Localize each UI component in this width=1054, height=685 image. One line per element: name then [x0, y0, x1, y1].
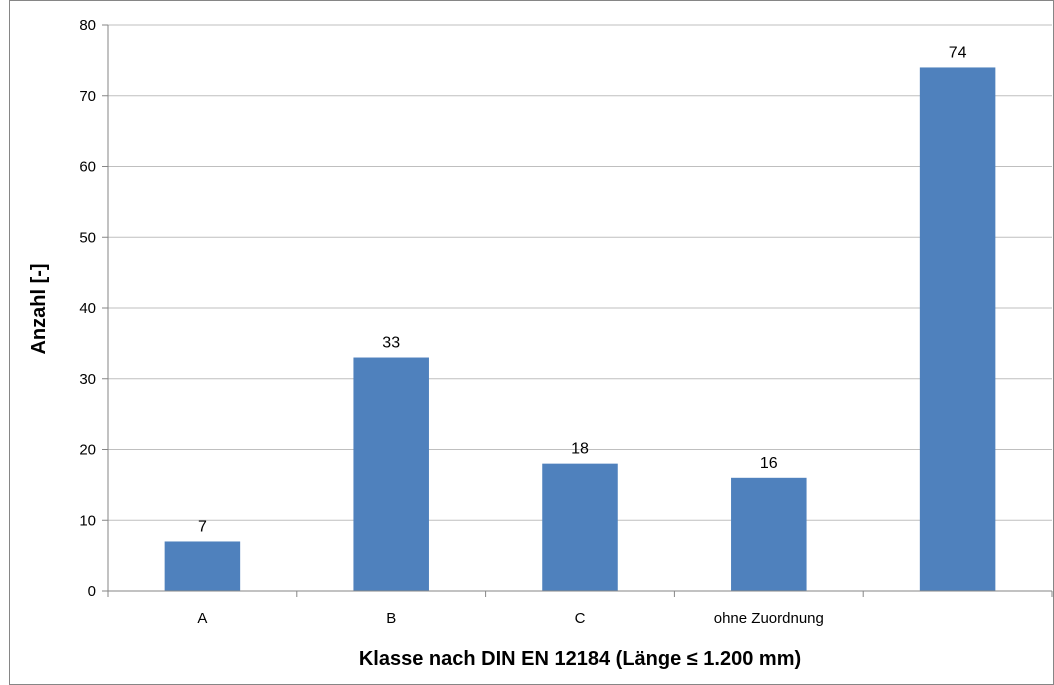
- x-tick-label: C: [575, 610, 586, 627]
- bar: [353, 357, 429, 591]
- bar-value-label: 7: [198, 518, 207, 535]
- y-tick-label: 50: [79, 229, 96, 246]
- y-tick-label: 70: [79, 88, 96, 105]
- y-tick-label: 0: [88, 583, 96, 600]
- y-axis-title: Anzahl [-]: [28, 263, 50, 354]
- y-tick-label: 20: [79, 442, 96, 459]
- y-tick-label: 30: [79, 371, 96, 388]
- y-tick-label: 10: [79, 512, 96, 529]
- bar: [542, 463, 618, 591]
- bar: [919, 67, 996, 591]
- bars: [164, 67, 996, 591]
- bar: [164, 541, 241, 591]
- bar: [731, 477, 807, 591]
- y-tick-label: 60: [79, 159, 96, 176]
- x-tick-label: A: [197, 610, 207, 627]
- bar-value-label: 18: [571, 441, 589, 458]
- x-axis-title: Klasse nach DIN EN 12184 (Länge ≤ 1.200 …: [359, 648, 801, 670]
- bar-value-label: 74: [949, 44, 967, 61]
- x-tick-label: ohne Zuordnung: [714, 610, 824, 627]
- bar-value-label: 16: [760, 455, 778, 472]
- y-tick-label: 80: [79, 17, 96, 34]
- data-labels: 7 33 18 16 74: [198, 44, 967, 535]
- y-axis-ticks: 0 10 20 30 40 50 60 70 80: [79, 17, 108, 600]
- gridlines: [108, 24, 1052, 521]
- y-tick-label: 40: [79, 300, 96, 317]
- x-tick-label: B: [386, 610, 396, 627]
- bar-value-label: 33: [382, 335, 400, 352]
